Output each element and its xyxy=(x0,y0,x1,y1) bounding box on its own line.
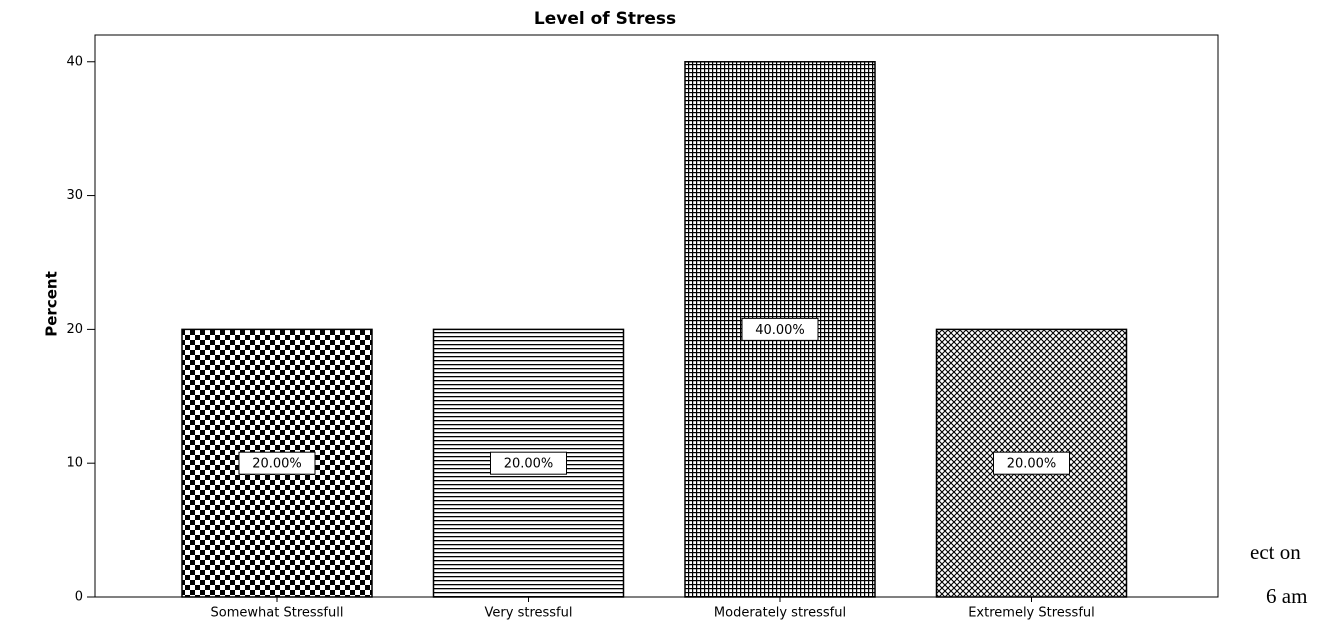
y-axis-label: Percent xyxy=(43,271,61,336)
y-tick-label: 20 xyxy=(66,322,83,337)
value-label-box xyxy=(490,451,567,475)
side-text: ect on xyxy=(1250,540,1301,564)
x-tick-label: Somewhat Stressfull xyxy=(211,606,344,621)
chart-title: Level of Stress xyxy=(534,9,676,29)
value-label-box xyxy=(993,451,1070,475)
value-label: 20.00% xyxy=(504,457,554,472)
value-label-box xyxy=(741,317,819,341)
side-text: 6 am xyxy=(1266,584,1307,608)
value-label: 20.00% xyxy=(252,457,302,472)
value-label: 40.00% xyxy=(755,323,805,338)
y-tick-label: 40 xyxy=(66,54,83,69)
plot-frame xyxy=(94,34,1219,598)
y-tick-label: 0 xyxy=(75,590,83,605)
y-tick-label: 30 xyxy=(66,188,83,203)
x-tick-label: Moderately stressful xyxy=(714,606,846,621)
y-tick-label: 10 xyxy=(66,456,83,471)
value-label-box xyxy=(238,451,316,475)
value-label: 20.00% xyxy=(1007,457,1057,472)
x-tick-label: Very stressful xyxy=(485,606,573,621)
x-tick-label: Extremely Stressful xyxy=(968,606,1095,621)
